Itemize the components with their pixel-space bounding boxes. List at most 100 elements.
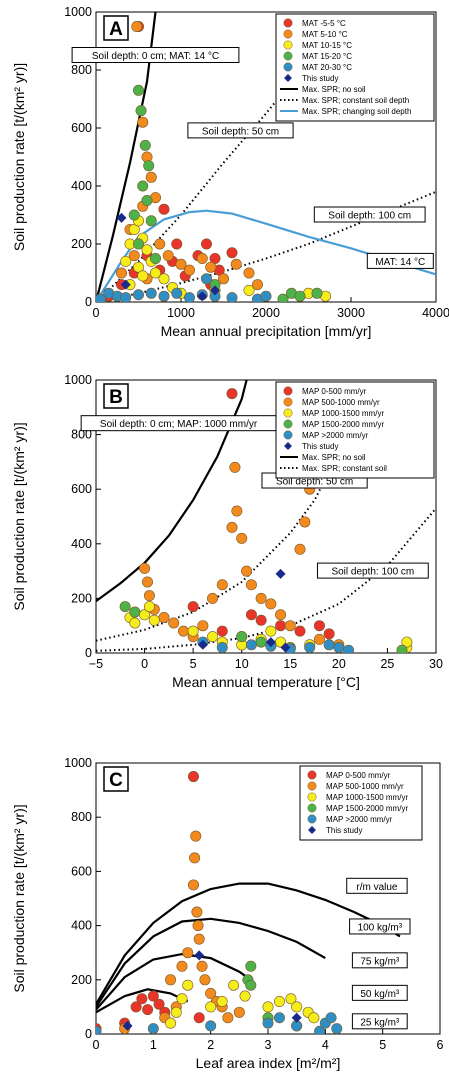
- data-point: [153, 998, 165, 1010]
- data-point: [129, 617, 141, 629]
- x-tick-label: 5: [379, 1038, 386, 1052]
- data-point: [128, 224, 140, 236]
- model-curve-2: [96, 917, 326, 1008]
- data-point: [273, 995, 285, 1007]
- panel-label-box: [103, 766, 129, 792]
- y-tick-label: 200: [71, 237, 92, 251]
- data-point: [176, 960, 188, 972]
- legend-label: Max. SPR; constant soil: [302, 464, 387, 473]
- legend-marker: [307, 770, 317, 780]
- y-tick-label: 0: [85, 1027, 92, 1041]
- data-point-diamond: [291, 1012, 302, 1023]
- y-axis-label: Soil production rate [t/(km² yr)]: [11, 422, 27, 610]
- model-curve-3: [96, 882, 401, 1005]
- data-point: [262, 1001, 274, 1013]
- data-point-diamond: [122, 1020, 133, 1031]
- legend-marker: [307, 781, 317, 791]
- data-point: [139, 562, 151, 574]
- data-point: [191, 906, 203, 918]
- data-point: [187, 625, 199, 637]
- annotation-box: [349, 918, 411, 935]
- data-point: [130, 1001, 142, 1013]
- y-axis-label: Soil production rate [t/(km² yr)]: [11, 63, 27, 251]
- annotation-box: [316, 562, 429, 579]
- legend-marker: [283, 408, 293, 418]
- data-point: [304, 642, 316, 653]
- data-point: [236, 631, 248, 643]
- data-point: [308, 1012, 320, 1024]
- data-point: [128, 209, 140, 221]
- data-point: [231, 505, 243, 517]
- legend-marker: [307, 814, 317, 824]
- data-point: [119, 601, 131, 613]
- model-curve-1: [96, 461, 335, 642]
- panel-label-box: [103, 383, 129, 409]
- annotation-label: Soil depth: 50 cm: [202, 126, 279, 137]
- data-point: [207, 592, 219, 604]
- annotation-label: r/m value: [356, 882, 398, 893]
- data-point: [343, 644, 355, 653]
- data-point: [137, 116, 149, 128]
- x-tick-label: 20: [332, 657, 346, 671]
- data-point: [190, 830, 202, 842]
- y-tick-label: 200: [71, 973, 92, 987]
- panel-label: B: [109, 387, 123, 408]
- data-point: [143, 590, 155, 602]
- annotation-label: Soil depth: 0 cm; MAT: 14 °C: [92, 51, 219, 62]
- data-point: [313, 633, 325, 645]
- x-tick-label: 3000: [337, 306, 365, 320]
- data-point: [131, 20, 143, 32]
- data-point: [136, 993, 148, 1005]
- legend-label: This study: [302, 74, 338, 83]
- data-point: [147, 1023, 159, 1034]
- annotation-label: MAT: 14 °C: [375, 257, 425, 268]
- data-point-diamond: [280, 642, 291, 653]
- legend-box: [275, 13, 435, 122]
- chart-panel-c: 0 1 2 3 4 5 6 0 200 400 600 800 1000 Leaf area index …: [11, 756, 444, 1071]
- data-point: [314, 1025, 326, 1034]
- data-point: [158, 290, 170, 302]
- data-point: [142, 1004, 154, 1016]
- data-point: [265, 625, 277, 637]
- data-point: [170, 1006, 182, 1018]
- x-tick-label: −5: [89, 657, 103, 671]
- data-point: [197, 620, 209, 632]
- legend-label: MAP >2000 mm/yr: [326, 815, 393, 824]
- data-point: [241, 565, 253, 577]
- annotation-box: [366, 252, 434, 269]
- data-point: [184, 264, 196, 276]
- legend-marker: [283, 51, 293, 61]
- data-point: [129, 606, 141, 618]
- legend-label: MAT -5-5 °C: [302, 19, 346, 28]
- data-point: [323, 639, 335, 651]
- data-point: [245, 960, 257, 972]
- data-point: [260, 290, 272, 302]
- data-point: [216, 625, 228, 637]
- data-point: [222, 1012, 234, 1024]
- y-tick-label: 400: [71, 537, 92, 551]
- data-point: [187, 771, 199, 783]
- data-point: [299, 516, 311, 528]
- legend-marker-diamond: [284, 442, 292, 450]
- annotation-box: [351, 952, 408, 969]
- data-point: [255, 636, 267, 648]
- model-curve-0: [96, 380, 248, 602]
- annotation-label: Soil depth: 50 cm: [276, 477, 353, 488]
- data-point: [189, 852, 201, 864]
- data-point: [165, 1017, 177, 1029]
- annotation-label: 75 kg/m³: [360, 956, 400, 967]
- panel-label: A: [109, 19, 123, 40]
- legend-marker: [283, 18, 293, 28]
- data-point: [230, 258, 242, 270]
- legend-label: Max. SPR; changing soil depth: [302, 107, 411, 116]
- data-point-diamond: [265, 637, 276, 648]
- data-point: [141, 195, 153, 207]
- data-point: [218, 273, 230, 285]
- data-point: [177, 625, 189, 637]
- data-point-diamond: [116, 212, 127, 223]
- data-point: [193, 933, 205, 945]
- data-point: [128, 250, 140, 262]
- legend-marker: [307, 803, 317, 813]
- data-point: [265, 598, 277, 610]
- data-point: [209, 253, 221, 265]
